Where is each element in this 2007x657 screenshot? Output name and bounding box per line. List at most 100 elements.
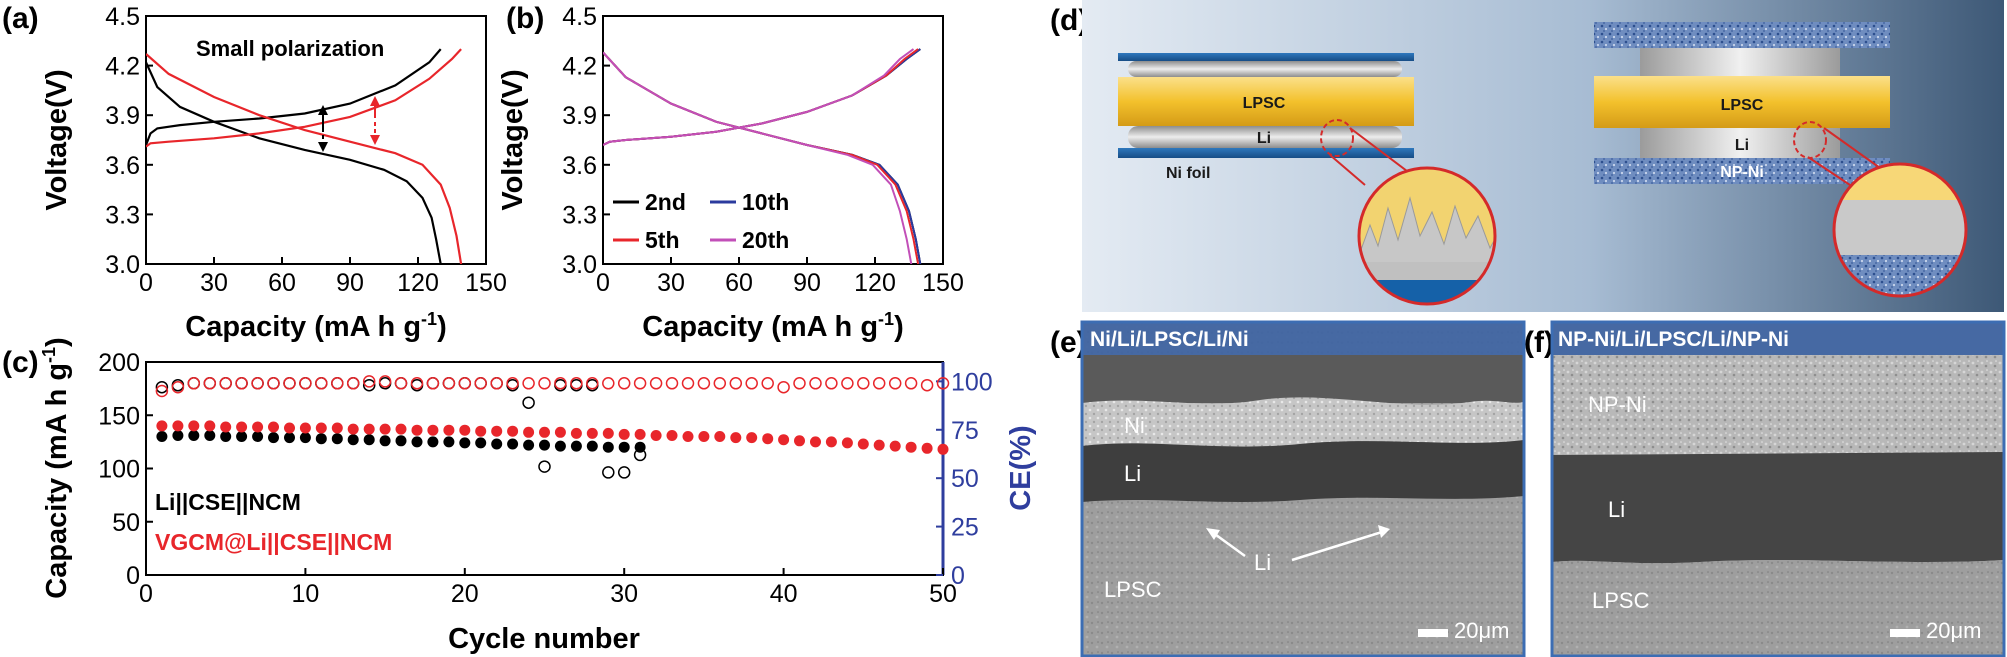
- axis-a-xtick-label: 0: [139, 269, 153, 297]
- legend-b-label: 20th: [742, 227, 789, 253]
- curve-a-red-discharge: [146, 53, 463, 264]
- point-black-capacity: [554, 440, 566, 452]
- point-red-ce: [283, 377, 296, 390]
- point-red-capacity: [650, 430, 662, 441]
- zoom-circle-right: [1832, 162, 1968, 298]
- point-red-capacity: [411, 424, 423, 436]
- sem-e-label-lpsc: LPSC: [1104, 577, 1162, 602]
- ni-foil-label: Ni foil: [1166, 165, 1210, 182]
- point-black-ce: [538, 460, 551, 473]
- axis-a-xtick-label: 120: [397, 269, 439, 297]
- point-red-ce: [203, 377, 217, 390]
- axis-b-xtick-label: 150: [922, 269, 964, 297]
- point-black-capacity: [491, 438, 503, 450]
- axis-a-ytick-label: 3.0: [105, 251, 140, 279]
- point-red-ce: [825, 377, 838, 390]
- zoom-line-right-1: [1807, 156, 1851, 186]
- axis-b-xtick-label: 0: [596, 269, 610, 297]
- annotation-small-polarization: Small polarization: [196, 36, 384, 61]
- point-black-capacity: [570, 440, 582, 452]
- point-black-ce: [633, 448, 647, 462]
- point-red-capacity: [666, 430, 678, 441]
- point-red-ce: [219, 377, 232, 390]
- point-black-capacity: [443, 436, 455, 448]
- legend-c-black: Li||CSE||NCM: [155, 489, 301, 515]
- axis-a-ytick-label: 3.6: [105, 152, 140, 180]
- point-red-ce: [554, 377, 567, 390]
- np-ni-top: [1594, 22, 1890, 48]
- lpsc-label-right: LPSC: [1721, 97, 1764, 114]
- point-red-ce: [649, 377, 663, 390]
- axis-b-ytick-label: 3.3: [562, 201, 597, 229]
- point-red-ce: [506, 377, 519, 390]
- point-red-capacity: [331, 422, 343, 434]
- axis-a-xtick-label: 150: [465, 269, 507, 297]
- sem-f-label-npni: NP-Ni: [1588, 392, 1647, 417]
- scale-bar-e: [1418, 629, 1448, 637]
- curve-a-black-discharge: [146, 61, 442, 264]
- axis-b-ytick-label: 3.6: [562, 152, 597, 180]
- point-black-capacity: [172, 430, 184, 441]
- point-red-capacity: [220, 421, 232, 433]
- point-red-ce: [617, 377, 631, 390]
- point-red-capacity: [204, 420, 216, 432]
- point-red-capacity: [459, 424, 471, 436]
- point-red-ce: [570, 377, 583, 390]
- point-red-capacity: [937, 443, 949, 455]
- point-red-ce: [586, 377, 599, 390]
- point-black-capacity: [459, 437, 471, 449]
- point-black-capacity: [204, 430, 216, 441]
- point-red-ce: [888, 377, 902, 390]
- li-bottom-left: [1128, 126, 1402, 148]
- point-red-capacity: [315, 422, 327, 434]
- panel-e: (e) Ni/Li/LPSC/Li/Ni Ni Li Li LPSC 20μm: [1050, 320, 1526, 657]
- axis-b-ytick-label: 4.5: [562, 3, 597, 31]
- y-axis-label-c: Capacity (mA h g-1): [39, 337, 73, 598]
- polarization-arrows: [318, 96, 380, 152]
- lpsc-layer-left: [1118, 77, 1414, 126]
- curves-b: [603, 48, 922, 264]
- point-black-capacity: [315, 433, 327, 445]
- point-red-capacity: [284, 422, 295, 434]
- point-red-capacity: [889, 440, 901, 452]
- point-red-ce: [904, 377, 918, 390]
- axes-b: 0 30 60 90 120 150 3.0 3.3 3.6 3.9 4.2 4.5: [562, 3, 964, 297]
- point-red-ce: [394, 377, 408, 390]
- point-black-capacity: [395, 435, 407, 447]
- point-red-capacity: [379, 423, 391, 435]
- point-red-ce: [857, 377, 870, 390]
- axis-c-xtick-label: 20: [451, 580, 479, 608]
- scale-label-f: 20μm: [1926, 618, 1981, 643]
- curve-a-red-charge: [146, 48, 462, 148]
- li-label-right: Li: [1735, 137, 1749, 154]
- point-red-ce: [426, 377, 440, 390]
- point-red-ce: [474, 377, 487, 390]
- lpsc-label-left: LPSC: [1243, 95, 1286, 112]
- axis-a-xtick-label: 90: [336, 269, 364, 297]
- point-black-capacity: [236, 431, 248, 442]
- point-black-capacity: [475, 437, 487, 449]
- point-red-ce: [490, 377, 503, 390]
- axis-c-ytick-label: 200: [98, 349, 140, 377]
- point-red-ce: [251, 377, 264, 390]
- axis-b-ytick-label: 3.0: [562, 251, 597, 279]
- sem-e-label-ni: Ni: [1124, 413, 1145, 438]
- axis-b-ytick-label: 4.2: [562, 53, 597, 81]
- point-red-ce: [235, 377, 248, 390]
- point-black-ce: [155, 380, 169, 394]
- panel-label-b: (b): [506, 2, 544, 35]
- legend-b: 2nd 10th 5th 20th: [613, 189, 789, 253]
- point-red-capacity: [762, 433, 774, 445]
- cell-ni-foil: LPSC Li Ni foil: [1118, 53, 1497, 306]
- point-red-capacity: [634, 428, 646, 440]
- point-red-capacity: [363, 423, 375, 435]
- x-axis-label-c: Cycle number: [448, 623, 640, 655]
- axis-a-ytick-label: 4.5: [105, 3, 140, 31]
- point-red-ce: [522, 377, 535, 390]
- zoom-line-left-1: [1329, 154, 1366, 186]
- points-c: [155, 375, 950, 479]
- point-black-ce: [522, 396, 535, 409]
- point-red-ce: [793, 377, 806, 390]
